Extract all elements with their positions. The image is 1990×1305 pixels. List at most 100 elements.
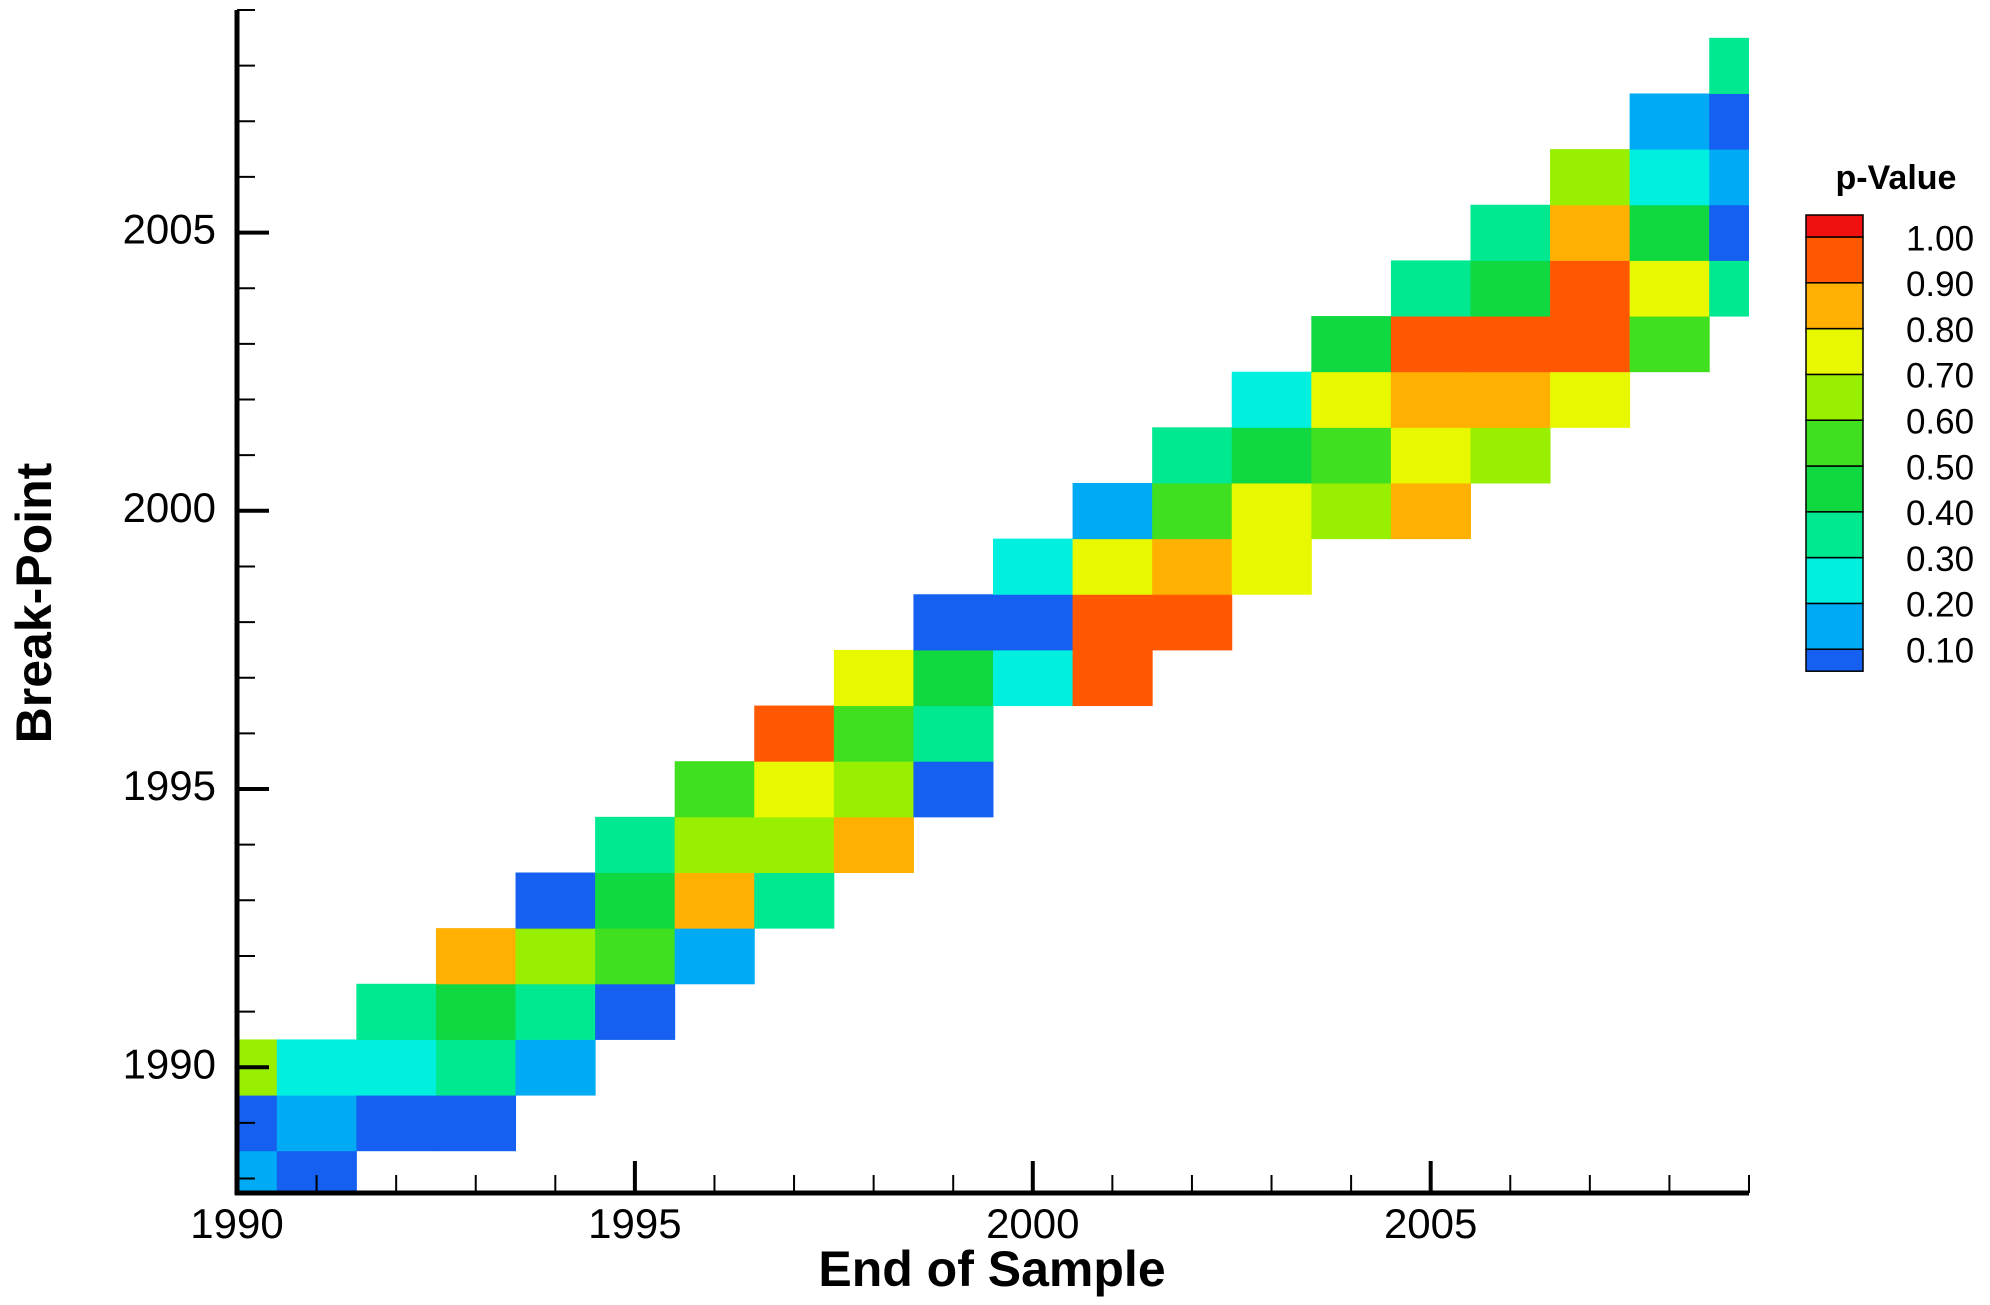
cell bbox=[1550, 204, 1631, 261]
cell bbox=[276, 1095, 357, 1152]
y-tick-label: 2005 bbox=[123, 206, 216, 253]
cell bbox=[1072, 594, 1153, 651]
legend-label: 1.00 bbox=[1906, 219, 1974, 258]
cell bbox=[1550, 371, 1631, 428]
cell bbox=[515, 872, 596, 929]
cell bbox=[276, 1039, 357, 1096]
cell bbox=[754, 872, 835, 929]
cell bbox=[754, 761, 835, 818]
cell bbox=[1629, 93, 1710, 150]
cell bbox=[1311, 427, 1392, 484]
legend-label: 0.80 bbox=[1906, 311, 1974, 350]
cell bbox=[1231, 482, 1312, 540]
legend-swatch bbox=[1805, 465, 1864, 513]
cell bbox=[993, 649, 1074, 707]
cell bbox=[833, 705, 914, 762]
cell bbox=[993, 594, 1074, 651]
cell bbox=[1231, 427, 1312, 484]
cell bbox=[1470, 204, 1551, 261]
cell bbox=[356, 1039, 437, 1096]
cell bbox=[435, 983, 517, 1040]
cell bbox=[1390, 371, 1471, 428]
cell bbox=[595, 928, 676, 985]
cell bbox=[595, 983, 676, 1040]
y-axis-title: Break-Point bbox=[6, 462, 62, 743]
cell bbox=[1390, 260, 1471, 317]
cell bbox=[1072, 482, 1153, 540]
legend-swatch bbox=[1805, 556, 1864, 605]
legend-label: 0.30 bbox=[1906, 540, 1974, 579]
cell bbox=[1152, 427, 1233, 484]
cell bbox=[1152, 538, 1233, 595]
cell bbox=[1550, 149, 1631, 206]
x-axis-title: End of Sample bbox=[818, 1241, 1165, 1297]
cell bbox=[435, 1039, 517, 1096]
legend-title: p-Value bbox=[1836, 159, 1957, 197]
cell bbox=[674, 928, 755, 985]
cell bbox=[913, 594, 994, 651]
cell bbox=[435, 928, 517, 985]
x-tick-label: 1990 bbox=[190, 1200, 283, 1247]
cell bbox=[515, 928, 596, 985]
cell bbox=[913, 761, 994, 818]
cell bbox=[993, 538, 1074, 595]
cell bbox=[674, 761, 755, 818]
cell bbox=[1470, 371, 1551, 428]
cell bbox=[1629, 316, 1710, 373]
cell bbox=[1550, 260, 1631, 317]
cell bbox=[595, 872, 676, 929]
cell bbox=[1709, 149, 1749, 206]
cell bbox=[833, 816, 914, 873]
legend-swatch bbox=[1805, 648, 1864, 672]
cell bbox=[1629, 204, 1710, 261]
cell bbox=[435, 1095, 517, 1152]
legend-swatch bbox=[1805, 214, 1864, 238]
cell bbox=[1709, 37, 1749, 94]
cell bbox=[1390, 482, 1471, 540]
x-tick-label: 1995 bbox=[588, 1200, 681, 1247]
legend-label: 0.50 bbox=[1906, 448, 1974, 487]
y-tick-label: 1995 bbox=[123, 762, 216, 809]
cell bbox=[1709, 260, 1749, 317]
legend-label: 0.10 bbox=[1906, 631, 1974, 670]
legend-swatch bbox=[1805, 511, 1864, 559]
legend-swatch bbox=[1805, 373, 1864, 421]
x-tick-label: 2000 bbox=[986, 1200, 1079, 1247]
cells bbox=[237, 37, 1749, 1193]
legend-label: 0.60 bbox=[1906, 402, 1974, 441]
cell bbox=[515, 983, 596, 1040]
cell bbox=[1550, 316, 1631, 373]
cell bbox=[1470, 260, 1551, 317]
cell bbox=[913, 649, 994, 707]
cell bbox=[1152, 594, 1233, 651]
x-tick-label: 2005 bbox=[1384, 1200, 1477, 1247]
cell bbox=[237, 1150, 278, 1193]
cell bbox=[1390, 427, 1471, 484]
cell bbox=[1231, 371, 1312, 428]
cell bbox=[1629, 260, 1710, 317]
cell bbox=[1709, 204, 1749, 261]
y-tick-label: 1990 bbox=[123, 1040, 216, 1087]
legend-swatch bbox=[1805, 282, 1864, 330]
legend-label: 0.20 bbox=[1906, 586, 1974, 625]
cell bbox=[833, 649, 914, 707]
legend-swatch bbox=[1805, 327, 1864, 376]
cell bbox=[356, 1095, 437, 1152]
cell bbox=[1311, 316, 1392, 373]
cell bbox=[1311, 371, 1392, 428]
legend-swatch bbox=[1805, 236, 1864, 284]
cell bbox=[1231, 538, 1312, 595]
cell bbox=[356, 983, 437, 1040]
cell bbox=[833, 761, 914, 818]
cell bbox=[1629, 149, 1710, 206]
cell bbox=[674, 872, 755, 929]
legend-label: 0.90 bbox=[1906, 265, 1974, 304]
cell bbox=[1072, 538, 1153, 595]
cell bbox=[913, 705, 994, 762]
y-tick-label: 2000 bbox=[123, 484, 216, 531]
cell bbox=[595, 816, 676, 873]
cell bbox=[1470, 316, 1551, 373]
cell bbox=[1072, 649, 1153, 707]
